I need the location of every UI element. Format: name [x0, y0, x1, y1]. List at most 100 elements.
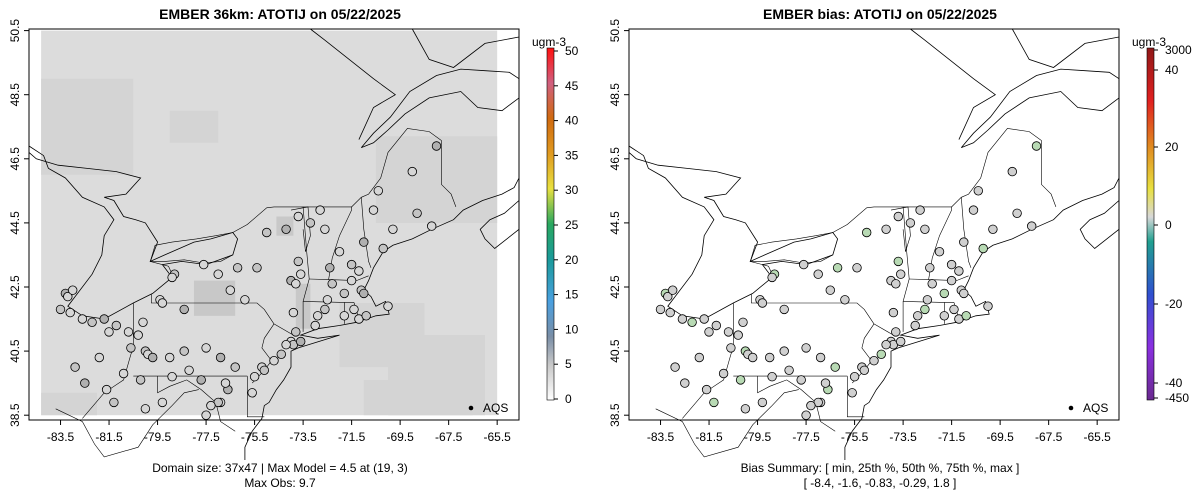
state-border — [82, 303, 134, 419]
monitor-site — [784, 365, 794, 376]
x-tick-label: -83.5 — [647, 430, 675, 444]
geography — [628, 28, 1120, 460]
coastline — [28, 145, 239, 320]
monitor-site — [322, 295, 333, 305]
monitor-site — [198, 259, 209, 270]
x-tick-label: -65.5 — [1083, 430, 1111, 444]
domain-summary: Domain size: 37x47 | Max Model = 4.5 at … — [152, 461, 408, 475]
monitor-site — [820, 378, 831, 388]
x-tick-label: -67.5 — [1035, 430, 1063, 444]
x-tick-label: -65.5 — [483, 430, 511, 444]
y-tick-label: 38.5 — [8, 403, 22, 427]
monitor-site — [747, 352, 758, 363]
colorbar-ramp — [1146, 47, 1155, 401]
monitor-site — [896, 336, 906, 347]
monitor-site — [373, 186, 384, 196]
monitor-site — [913, 311, 923, 321]
monitor-site — [665, 307, 675, 318]
monitor-site — [779, 346, 789, 356]
monitor-site — [735, 375, 746, 385]
monitor-site — [276, 349, 287, 360]
monitor-site — [687, 317, 697, 328]
monitor-site — [133, 330, 143, 340]
y-tick-label: 40.5 — [8, 339, 22, 363]
monitor-site — [63, 291, 73, 302]
monitor-site — [77, 314, 88, 324]
monitor-site — [1027, 221, 1037, 231]
monitor-site — [726, 343, 736, 353]
monitor-site — [910, 320, 920, 331]
colorbar-tick-label: 50 — [565, 44, 579, 58]
colorbar-tick-label: -450 — [1165, 391, 1189, 405]
y-tick-label: 40.5 — [608, 339, 622, 363]
x-tick-label: -77.5 — [792, 430, 820, 444]
monitor-site — [123, 327, 134, 337]
state-border — [909, 275, 969, 281]
monitor-site — [138, 317, 148, 328]
monitor-site — [978, 243, 988, 254]
state-border — [832, 128, 1057, 233]
monitor-site — [815, 352, 826, 363]
lake-outline — [290, 206, 311, 252]
monitor-site — [920, 304, 930, 315]
colorbar-tick-label: 20 — [1165, 140, 1179, 154]
x-tick-label: -79.5 — [144, 430, 172, 444]
monitor-site — [281, 340, 291, 350]
monitor-site — [262, 227, 272, 238]
monitor-site — [840, 295, 850, 305]
monitor-site — [310, 320, 320, 331]
monitor-site — [896, 269, 906, 279]
monitor-site — [293, 211, 304, 222]
monitor-site — [757, 397, 768, 408]
monitor-site — [738, 317, 748, 328]
monitor-site — [779, 304, 789, 315]
monitor-site — [281, 224, 291, 235]
monitor-site — [196, 375, 206, 385]
colorbar-unit: ugm-3 — [1132, 35, 1166, 49]
monitor-site — [876, 349, 887, 360]
monitor-site — [359, 288, 369, 299]
state-border — [247, 376, 265, 418]
x-tick-label: -81.5 — [695, 430, 723, 444]
colorbar-unit: ugm-3 — [532, 35, 566, 49]
monitor-site — [869, 356, 879, 366]
x-tick-label: -83.5 — [47, 430, 75, 444]
coastline — [310, 28, 397, 140]
monitor-site — [220, 378, 231, 388]
monitor-site — [65, 307, 75, 318]
y-tick-label: 44.5 — [608, 211, 622, 235]
monitor-site — [888, 307, 899, 318]
monitor-site — [667, 285, 678, 295]
map-canvas — [28, 28, 520, 460]
model-grid-cell — [169, 110, 219, 143]
x-tick-label: -77.5 — [192, 430, 220, 444]
model-grid-cell — [41, 78, 134, 175]
monitor-site — [361, 311, 371, 321]
colorbar: ugm-3 0 5 10 15 20 25 30 35 40 45 50 — [532, 35, 579, 406]
monitor-site — [764, 352, 775, 363]
lake-outline — [149, 232, 233, 264]
aqs-legend-label: AQS — [1083, 401, 1108, 415]
monitor-site — [694, 352, 705, 363]
monitor-site — [1012, 208, 1022, 219]
monitor-site — [70, 362, 80, 372]
monitor-site — [315, 205, 325, 215]
state-border — [151, 294, 275, 325]
monitor-site — [94, 352, 105, 363]
monitor-site — [164, 352, 175, 363]
colorbar-tick-label: 5 — [565, 357, 572, 371]
x-tick-label: -75.5 — [241, 430, 269, 444]
monitor-site — [767, 272, 777, 283]
monitor-site — [232, 263, 243, 273]
monitor-site — [179, 304, 189, 315]
colorbar-tick-label: 35 — [565, 148, 579, 162]
monitor-site — [126, 343, 136, 353]
monitor-site — [140, 404, 151, 414]
monitor-site — [825, 285, 836, 295]
monitor-site — [167, 372, 177, 382]
monitor-site — [293, 256, 304, 267]
monitor-site — [862, 227, 872, 238]
monitor-site — [157, 298, 168, 308]
monitor-site — [269, 356, 279, 366]
monitor-site — [832, 263, 843, 273]
